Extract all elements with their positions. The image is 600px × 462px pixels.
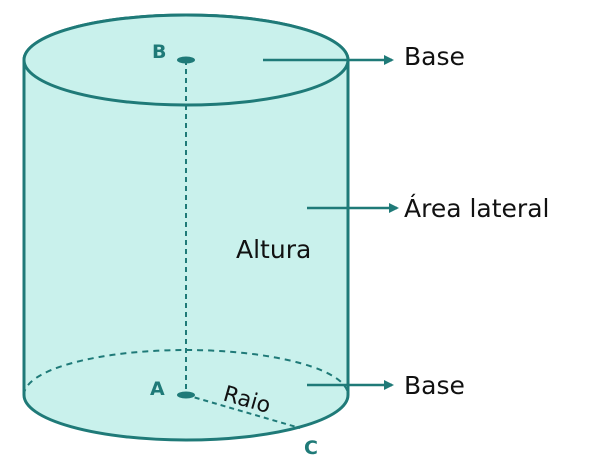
top-base-label: Base xyxy=(404,42,465,71)
lateral-area-label: Área lateral xyxy=(404,194,549,223)
bottom-base-label: Base xyxy=(404,371,465,400)
top-center-marker xyxy=(177,56,195,64)
point-a-label: A xyxy=(150,378,165,400)
radius-line xyxy=(185,394,301,429)
bottom-center-marker xyxy=(177,391,195,399)
bottom-base-hidden-edge xyxy=(23,349,349,396)
height-label: Altura xyxy=(236,235,311,264)
point-c-label: C xyxy=(304,437,318,459)
point-b-label: B xyxy=(152,41,166,63)
